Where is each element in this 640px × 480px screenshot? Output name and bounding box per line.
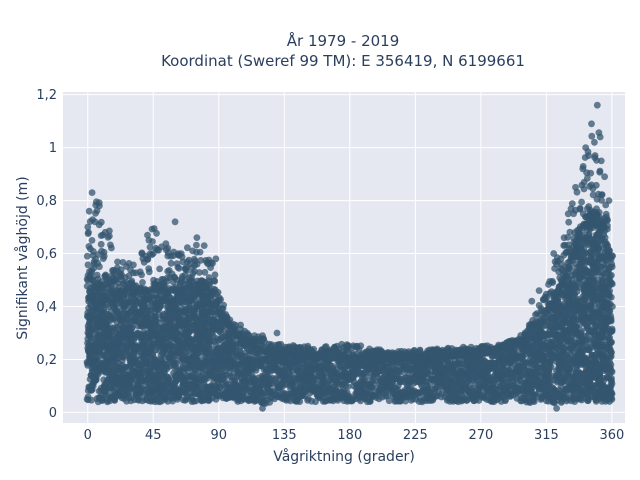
data-point (97, 240, 105, 248)
data-point (85, 228, 92, 236)
data-point (138, 271, 146, 279)
data-point (130, 261, 137, 269)
data-point (211, 271, 219, 279)
data-point (144, 255, 152, 263)
data-point (114, 258, 121, 266)
data-point (108, 244, 115, 252)
data-point (167, 259, 175, 267)
data-point (175, 264, 183, 272)
data-point (211, 277, 219, 285)
data-point (98, 397, 106, 404)
data-point (90, 264, 98, 272)
data-point (156, 265, 164, 273)
data-point (139, 279, 146, 286)
data-points (83, 101, 616, 412)
data-point (83, 252, 91, 260)
data-point (89, 248, 97, 255)
data-point (196, 248, 204, 256)
data-point (144, 231, 151, 239)
data-point (96, 263, 103, 271)
data-point (117, 266, 125, 274)
data-point (88, 396, 95, 404)
data-point (146, 243, 154, 251)
data-point (84, 261, 92, 269)
data-point (193, 241, 200, 249)
data-point (128, 324, 136, 332)
data-point (220, 301, 228, 309)
data-point (88, 237, 96, 244)
data-point (153, 229, 160, 237)
data-point (97, 218, 105, 226)
data-point (165, 375, 172, 383)
data-point (145, 268, 153, 276)
data-point (100, 252, 108, 260)
